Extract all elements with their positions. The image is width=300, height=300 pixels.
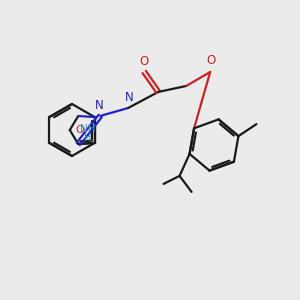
- Text: N: N: [125, 91, 134, 104]
- Text: NH: NH: [80, 124, 96, 134]
- Text: O: O: [207, 54, 216, 67]
- Text: N: N: [95, 99, 103, 112]
- Text: O: O: [76, 125, 85, 135]
- Text: H: H: [84, 133, 91, 143]
- Text: O: O: [140, 55, 149, 68]
